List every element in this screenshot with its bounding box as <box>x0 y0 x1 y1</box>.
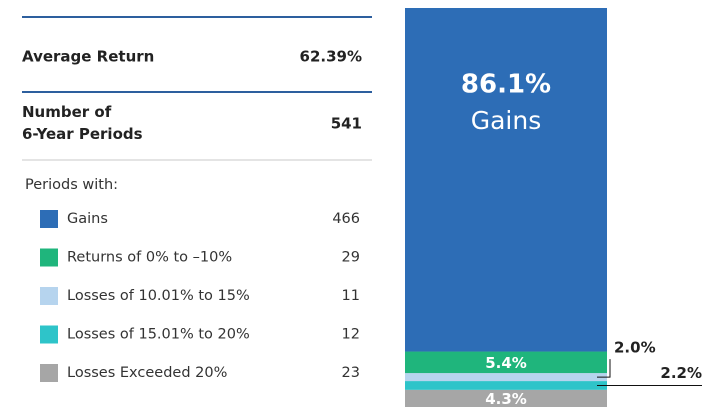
bar-segment <box>405 389 607 407</box>
legend-swatch <box>40 287 58 305</box>
bar-segment <box>405 351 607 374</box>
legend-swatch <box>40 325 58 344</box>
big-name: Gains <box>471 106 542 135</box>
legend-swatch <box>40 210 58 228</box>
outside-label: 2.2% <box>660 364 702 382</box>
count: 466 <box>332 211 360 227</box>
bar-segment <box>405 381 607 390</box>
count: 11 <box>342 288 360 304</box>
count: 29 <box>342 250 360 266</box>
legend-swatch <box>40 364 58 382</box>
row-label: Number of 6-Year Periods <box>22 103 143 143</box>
bar-segment <box>405 8 607 352</box>
leader <box>597 359 611 378</box>
segment-label: 5.4% <box>485 354 527 372</box>
legend-label: Losses of 10.01% to 15% <box>67 288 250 304</box>
big-label: 86.1% <box>461 70 551 100</box>
legend-swatch <box>40 248 58 267</box>
legend-label: Losses Exceeded 20% <box>67 365 227 381</box>
subheading: Periods with: <box>25 177 118 193</box>
legend-label: Losses of 15.01% to 20% <box>67 327 250 343</box>
row-label-line: 6-Year Periods <box>22 125 143 143</box>
segment-label: 4.3% <box>485 390 527 407</box>
row-value: 541 <box>331 115 362 133</box>
count: 23 <box>342 365 360 381</box>
outside-label: 2.0% <box>614 339 656 357</box>
legend-label: Gains <box>67 211 108 227</box>
row-value: 62.39% <box>300 48 362 66</box>
row-label-line: Number of <box>22 103 112 121</box>
row-label: Average Return <box>22 48 154 66</box>
legend-label: Returns of 0% to –10% <box>67 250 232 266</box>
bar-segment <box>405 373 607 382</box>
count: 12 <box>342 327 360 343</box>
